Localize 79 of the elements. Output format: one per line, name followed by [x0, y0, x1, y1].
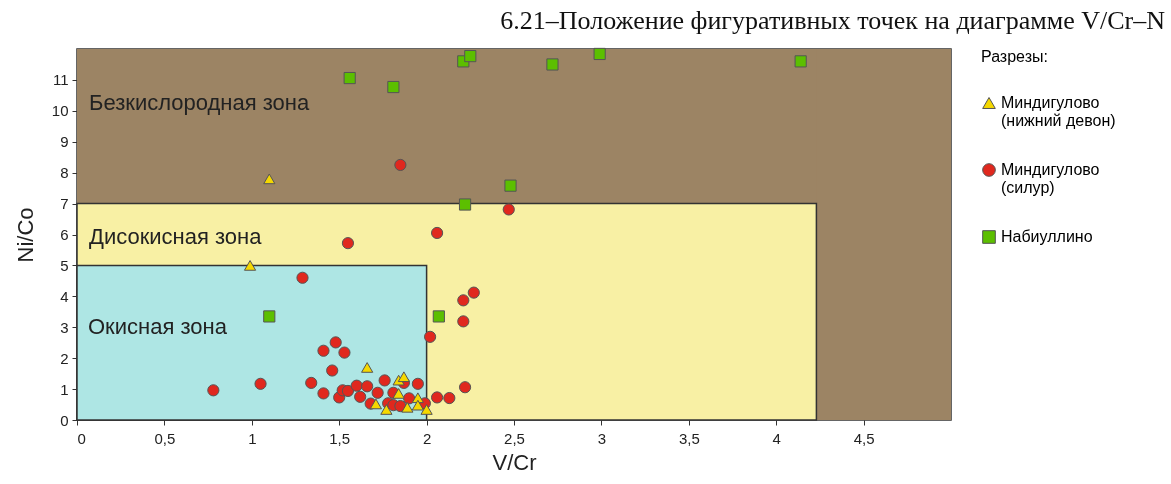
chart-title: 6.21–Положение фигуративных точек на диаграмме V/Cr–N [500, 6, 1166, 36]
x-tick-label: 4 [772, 429, 781, 447]
point [371, 386, 384, 399]
y-tick-label: 2 [60, 349, 69, 367]
x-axis-title: V/Cr [492, 449, 537, 475]
y-tick-label: 8 [60, 164, 69, 182]
point [354, 390, 367, 403]
point [350, 379, 363, 392]
point [207, 384, 220, 397]
point [392, 388, 405, 399]
point [394, 158, 407, 172]
x-tick-label: 0,5 [154, 429, 176, 447]
point [504, 179, 517, 192]
point [458, 381, 472, 394]
point [424, 330, 437, 343]
x-tick-label: 2,5 [504, 429, 525, 447]
point [502, 203, 515, 216]
point [443, 391, 456, 405]
point [263, 310, 276, 323]
band-label: Безкислородная зона [89, 90, 310, 115]
x-tick-label: 3,5 [678, 429, 700, 447]
y-axis-title: Ni/Co [12, 207, 38, 263]
point [317, 344, 330, 357]
legend-label: Миндигулово (силур) [1001, 161, 1100, 196]
y-tick-label: 10 [51, 102, 69, 120]
point [431, 391, 444, 404]
y-tick-label: 1 [60, 380, 69, 398]
point [317, 387, 330, 400]
point [305, 376, 318, 389]
point [369, 398, 382, 410]
y-tick-label: 5 [60, 256, 69, 274]
point [387, 80, 400, 94]
annotation: Окисная зона [88, 314, 228, 339]
x-tick-label: 2 [422, 429, 432, 447]
point [432, 310, 445, 323]
point [546, 58, 559, 71]
point [338, 346, 351, 359]
annotation: Дисокисная зона [89, 224, 263, 249]
legend-title: Разрезы: [981, 48, 1048, 65]
point [457, 315, 470, 328]
point [254, 377, 267, 390]
y-tick-label: 11 [52, 71, 69, 89]
point [420, 404, 433, 415]
point [243, 260, 257, 271]
point [361, 380, 374, 393]
y-tick-label: 0 [60, 411, 69, 429]
legend-label: Набиуллино [1001, 228, 1093, 245]
x-tick-label: 1,5 [329, 429, 351, 447]
y-tick-label: 4 [60, 287, 69, 305]
point [794, 55, 807, 68]
x-tick-label: 4,5 [853, 429, 875, 447]
legend-label: Миндигулово (нижний девон) [1001, 94, 1116, 129]
point [467, 286, 480, 299]
x-tick-label: 0 [77, 429, 86, 447]
x-tick-label: 3 [597, 429, 607, 447]
x-tick-label: 1 [248, 429, 257, 447]
point [263, 173, 276, 185]
point [411, 377, 424, 390]
point [329, 336, 342, 349]
point [296, 271, 309, 284]
point [458, 198, 472, 211]
point [378, 374, 391, 387]
y-tick-label: 9 [60, 133, 69, 151]
point [411, 399, 424, 411]
point [401, 401, 414, 413]
point [431, 226, 444, 240]
y-tick-label: 7 [60, 195, 69, 213]
point [361, 362, 374, 373]
point [380, 404, 393, 415]
point [341, 384, 355, 398]
point [457, 294, 470, 307]
point [343, 71, 356, 85]
point [593, 47, 606, 61]
point [326, 364, 339, 377]
point [341, 237, 355, 250]
point [464, 50, 477, 63]
point [397, 371, 410, 383]
y-tick-label: 6 [60, 226, 69, 243]
y-tick-label: 3 [60, 318, 69, 336]
